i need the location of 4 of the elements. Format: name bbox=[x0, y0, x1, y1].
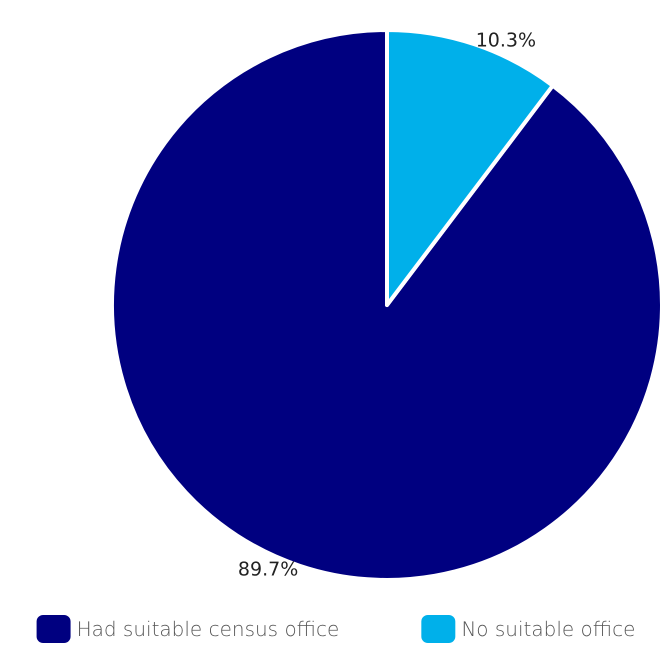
data-label: 89.7% bbox=[238, 558, 298, 581]
legend-label: Had suitable census office bbox=[76, 617, 340, 641]
data-label: 10.3% bbox=[476, 29, 536, 52]
legend-label: No suitable office bbox=[461, 617, 636, 641]
